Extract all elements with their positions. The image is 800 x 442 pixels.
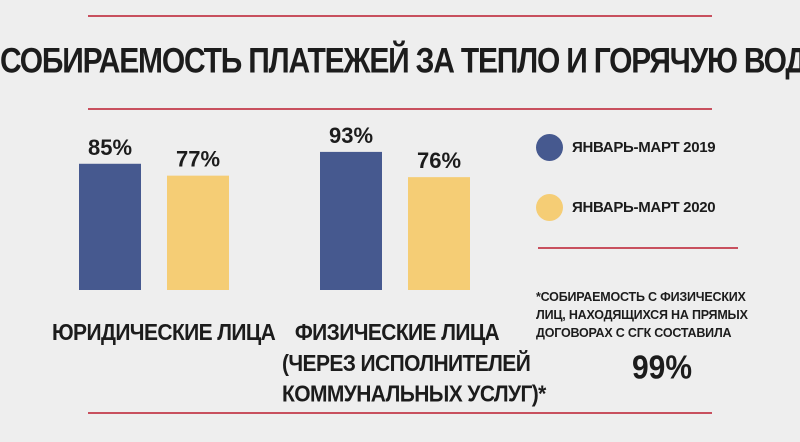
category-label-line: (ЧЕРЕЗ ИСПОЛНИТЕЛЕЙ: [282, 349, 512, 380]
footnote-line: ЛИЦ, НАХОДЯЩИХСЯ НА ПРЯМЫХ: [536, 306, 776, 324]
legend-rule: [538, 247, 738, 249]
bar-2019-group-2: [320, 152, 382, 290]
bar-2019-group-1: [79, 164, 141, 290]
category-label-line: КОММУНАЛЬНЫХ УСЛУГ)*: [282, 380, 512, 411]
footnote-line: *СОБИРАЕМОСТЬ С ФИЗИЧЕСКИХ: [536, 288, 776, 306]
footnote-line: ДОГОВОРАХ С СГК СОСТАВИЛА: [536, 324, 776, 342]
legend-label-2019: ЯНВАРЬ-МАРТ 2019: [572, 139, 715, 156]
footnote-value: 99%: [612, 350, 712, 387]
category-label-line: ФИЗИЧЕСКИЕ ЛИЦА: [282, 318, 512, 349]
bar-2020-group-1: [167, 176, 229, 290]
legend-swatch-2019: [536, 134, 563, 161]
category-label-line: ЮРИДИЧЕСКИЕ ЛИЦА: [52, 318, 262, 349]
legend-label-2020: ЯНВАРЬ-МАРТ 2020: [572, 199, 715, 216]
bar-chart: 85% 93% 77% 76%: [0, 0, 530, 300]
bar-value-label: 85%: [88, 135, 132, 160]
bar-value-label: 77%: [176, 147, 220, 172]
footnote: *СОБИРАЕМОСТЬ С ФИЗИЧЕСКИХ ЛИЦ, НАХОДЯЩИ…: [536, 288, 776, 342]
legend-item-2019: ЯНВАРЬ-МАРТ 2019: [536, 132, 715, 162]
bar-value-label: 76%: [417, 148, 461, 173]
bar-2020-group-2: [408, 177, 470, 290]
bar-value-label: 93%: [329, 123, 373, 148]
category-label-legal-entities: ЮРИДИЧЕСКИЕ ЛИЦА: [52, 318, 262, 349]
bottom-rule: [88, 412, 712, 414]
legend-swatch-2020: [536, 194, 563, 221]
category-label-individuals: ФИЗИЧЕСКИЕ ЛИЦА (ЧЕРЕЗ ИСПОЛНИТЕЛЕЙ КОММ…: [282, 318, 512, 410]
legend-item-2020: ЯНВАРЬ-МАРТ 2020: [536, 192, 715, 222]
